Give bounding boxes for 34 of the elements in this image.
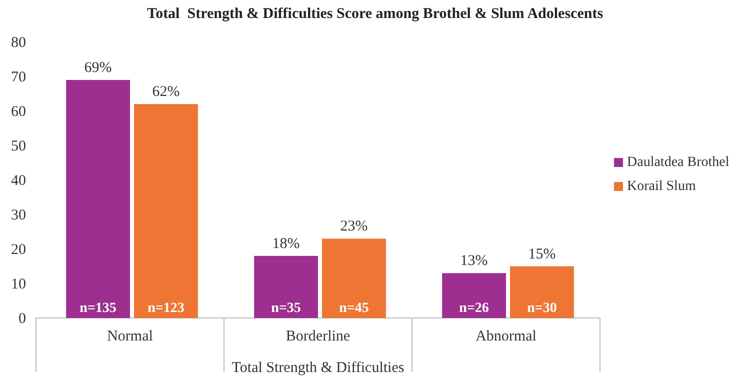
data-label: 23% [340,218,368,235]
bar [510,266,574,318]
bar [322,238,386,318]
x-tick-label: Borderline [286,328,350,345]
y-tick-label: 70 [11,69,26,86]
y-tick-label: 30 [11,207,26,224]
y-tick-label: 60 [11,104,26,120]
y-tick-label: 10 [11,276,26,292]
y-tick-label: 20 [11,242,26,258]
data-label: 69% [84,60,112,76]
data-label: 13% [460,253,488,270]
data-label: 15% [528,246,556,262]
annotation: n=45 [339,301,369,316]
chart-title: Total Strength & Difficulties Score among Brothel & Slum Adolescents [146,6,604,22]
data-label: 18% [272,236,300,252]
legend-label: Korail Slum [627,179,696,194]
y-tick-label: 50 [11,138,26,154]
y-tick-label: 40 [11,172,26,189]
bar [66,80,130,318]
y-tick-label: 80 [11,34,26,51]
annotation: n=135 [80,301,116,316]
bar [442,273,506,318]
x-tick-label: Normal [107,328,153,345]
annotation: n=123 [148,301,184,316]
data-label: 62% [152,84,180,100]
bar [134,104,198,318]
y-tick-label: 0 [18,310,26,327]
annotation: n=26 [459,301,489,316]
legend-label: Daulatdea Brothel [627,155,730,170]
x-axis-title: Total Strength & Difficulties [232,360,404,376]
annotation: n=35 [271,301,301,316]
annotation: n=30 [527,301,557,316]
bar [254,256,318,318]
x-tick-label: Abnormal [476,328,536,345]
